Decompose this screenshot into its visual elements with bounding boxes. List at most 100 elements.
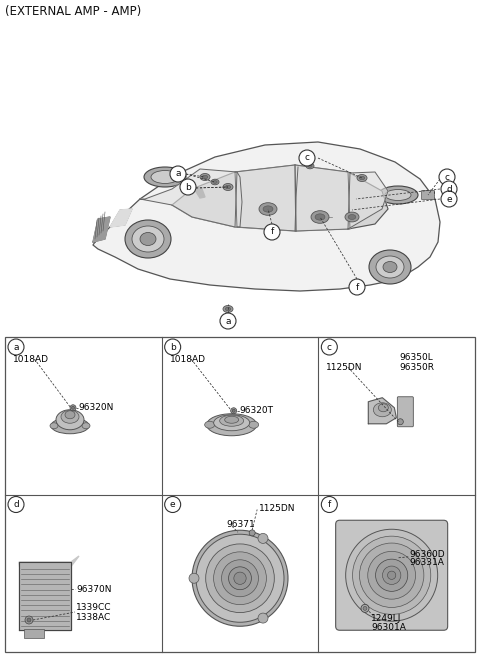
Ellipse shape bbox=[207, 414, 257, 436]
Circle shape bbox=[346, 530, 438, 622]
Ellipse shape bbox=[348, 215, 356, 219]
Ellipse shape bbox=[56, 410, 84, 430]
Circle shape bbox=[165, 497, 180, 512]
Ellipse shape bbox=[259, 203, 277, 215]
Circle shape bbox=[383, 566, 401, 585]
Ellipse shape bbox=[308, 165, 312, 168]
Circle shape bbox=[234, 572, 246, 585]
Circle shape bbox=[27, 618, 31, 622]
Text: 1338AC: 1338AC bbox=[76, 612, 111, 622]
Circle shape bbox=[397, 419, 403, 424]
Ellipse shape bbox=[373, 403, 391, 417]
Ellipse shape bbox=[82, 422, 90, 429]
Text: b: b bbox=[170, 342, 176, 351]
Text: 1018AD: 1018AD bbox=[169, 355, 205, 363]
Text: 1249LJ: 1249LJ bbox=[371, 614, 401, 623]
Circle shape bbox=[258, 533, 268, 543]
Circle shape bbox=[353, 536, 431, 614]
Ellipse shape bbox=[223, 183, 233, 191]
Polygon shape bbox=[368, 397, 396, 424]
Ellipse shape bbox=[144, 167, 186, 187]
Circle shape bbox=[441, 191, 457, 207]
Ellipse shape bbox=[263, 206, 273, 212]
Text: b: b bbox=[185, 183, 191, 191]
Circle shape bbox=[231, 408, 237, 414]
Circle shape bbox=[232, 409, 235, 412]
Circle shape bbox=[189, 574, 199, 583]
Text: (EXTERNAL AMP - AMP): (EXTERNAL AMP - AMP) bbox=[5, 5, 141, 18]
FancyBboxPatch shape bbox=[336, 520, 448, 630]
Circle shape bbox=[196, 534, 284, 622]
Circle shape bbox=[363, 606, 367, 610]
Ellipse shape bbox=[140, 233, 156, 246]
Circle shape bbox=[258, 613, 268, 623]
Text: c: c bbox=[444, 173, 449, 181]
Polygon shape bbox=[235, 165, 350, 231]
Text: f: f bbox=[355, 283, 359, 292]
Polygon shape bbox=[110, 209, 132, 227]
Ellipse shape bbox=[223, 306, 233, 313]
Polygon shape bbox=[93, 142, 440, 291]
Ellipse shape bbox=[202, 175, 208, 179]
Ellipse shape bbox=[369, 250, 411, 284]
Text: e: e bbox=[170, 500, 176, 509]
Circle shape bbox=[264, 224, 280, 240]
Circle shape bbox=[321, 497, 337, 512]
Text: 1339CC: 1339CC bbox=[76, 604, 111, 612]
Circle shape bbox=[321, 339, 337, 355]
Text: 96320N: 96320N bbox=[78, 403, 113, 412]
Ellipse shape bbox=[211, 179, 219, 185]
Ellipse shape bbox=[383, 261, 397, 273]
Circle shape bbox=[8, 497, 24, 512]
Polygon shape bbox=[19, 556, 79, 624]
Ellipse shape bbox=[385, 189, 411, 200]
FancyBboxPatch shape bbox=[24, 629, 44, 638]
Circle shape bbox=[165, 339, 180, 355]
Text: 96350R: 96350R bbox=[400, 363, 435, 371]
Circle shape bbox=[375, 559, 408, 591]
Ellipse shape bbox=[315, 214, 325, 220]
Ellipse shape bbox=[204, 421, 215, 428]
Text: f: f bbox=[328, 500, 331, 509]
Circle shape bbox=[360, 543, 424, 608]
Circle shape bbox=[205, 544, 275, 612]
Text: f: f bbox=[270, 227, 274, 237]
Text: a: a bbox=[225, 317, 231, 325]
Text: a: a bbox=[13, 342, 19, 351]
FancyBboxPatch shape bbox=[5, 337, 475, 652]
Text: c: c bbox=[304, 154, 310, 162]
Circle shape bbox=[222, 560, 258, 597]
Ellipse shape bbox=[345, 212, 359, 222]
Polygon shape bbox=[195, 189, 205, 198]
Ellipse shape bbox=[50, 422, 58, 429]
Polygon shape bbox=[348, 172, 388, 229]
Text: d: d bbox=[446, 185, 452, 194]
Ellipse shape bbox=[125, 220, 171, 258]
Circle shape bbox=[387, 571, 396, 579]
Text: 1125DN: 1125DN bbox=[326, 363, 363, 371]
Text: 1018AD: 1018AD bbox=[13, 355, 49, 363]
Ellipse shape bbox=[249, 421, 259, 428]
Circle shape bbox=[192, 530, 288, 626]
Text: 96320T: 96320T bbox=[240, 406, 274, 415]
Circle shape bbox=[299, 150, 315, 166]
Ellipse shape bbox=[311, 211, 329, 223]
Circle shape bbox=[220, 313, 236, 329]
Circle shape bbox=[349, 279, 365, 295]
Text: d: d bbox=[13, 500, 19, 509]
Text: 96370N: 96370N bbox=[76, 585, 111, 594]
Circle shape bbox=[8, 339, 24, 355]
Circle shape bbox=[368, 551, 416, 599]
FancyBboxPatch shape bbox=[397, 397, 413, 427]
Text: 96371: 96371 bbox=[226, 520, 255, 529]
Ellipse shape bbox=[359, 176, 365, 180]
Ellipse shape bbox=[151, 171, 179, 183]
Circle shape bbox=[439, 169, 455, 185]
Polygon shape bbox=[140, 169, 237, 227]
Ellipse shape bbox=[376, 256, 404, 278]
Text: a: a bbox=[175, 170, 181, 179]
Circle shape bbox=[441, 181, 457, 197]
Polygon shape bbox=[172, 165, 388, 231]
Circle shape bbox=[25, 616, 33, 624]
Circle shape bbox=[214, 552, 266, 604]
